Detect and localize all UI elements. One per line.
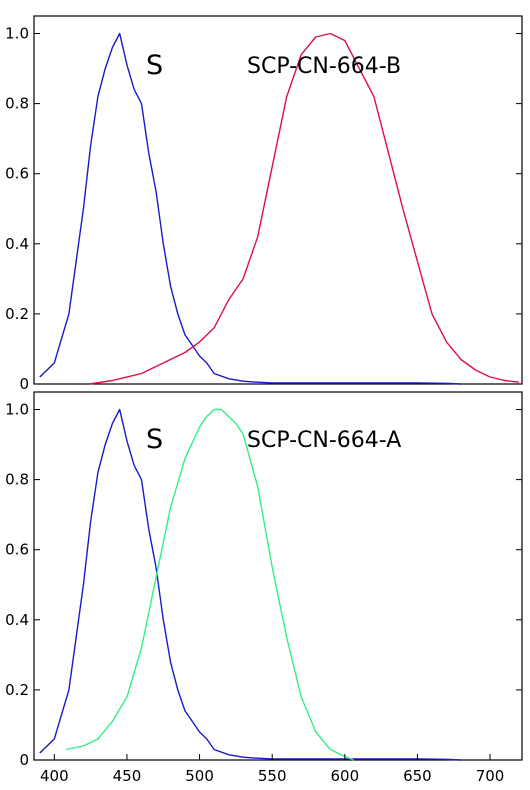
series-layer (39, 32, 520, 385)
y-tick-label: 0 (19, 375, 29, 393)
y-tick-label: 1.0 (5, 25, 29, 43)
plot-frame (33, 15, 523, 385)
tick-layer: 0 0.2 0.4 0.6 0.8 1.0 (5, 25, 522, 393)
y-tick-label: 0.4 (5, 235, 29, 253)
annotation-s: S (146, 424, 163, 455)
y-tick-label: 0.8 (5, 95, 29, 113)
x-tick-label: 650 (403, 767, 432, 785)
y-tick-label: 0.2 (5, 681, 29, 699)
series-line-1 (89, 32, 520, 385)
x-tick-label: 500 (185, 767, 214, 785)
y-tick-label: 0.6 (5, 165, 29, 183)
tick-layer: 0 0.2 0.4 0.6 0.8 1.0 400 450 500 550 600 650 700 (5, 401, 522, 785)
y-tick-label: 1.0 (5, 401, 29, 419)
annotation-sample: SCP-CN-664-A (247, 428, 401, 453)
y-tick-label: 0.2 (5, 305, 29, 323)
x-tick-label: 450 (113, 767, 142, 785)
y-tick-label: 0.8 (5, 471, 29, 489)
annotation-sample: SCP-CN-664-B (247, 54, 401, 79)
series-line-0 (39, 32, 462, 385)
x-tick-label: 400 (40, 767, 69, 785)
annotation-s: S (146, 50, 163, 81)
x-tick-label: 600 (330, 767, 359, 785)
y-tick-label: 0.4 (5, 611, 29, 629)
series-line-1 (65, 408, 354, 761)
x-tick-label: 700 (476, 767, 505, 785)
plot-frame (33, 391, 523, 761)
y-tick-label: 0.6 (5, 541, 29, 559)
series-layer (39, 408, 462, 761)
series-line-0 (39, 408, 462, 761)
y-tick-label: 0 (19, 751, 29, 769)
x-tick-label: 550 (258, 767, 287, 785)
chart-panel-top: 0 0.2 0.4 0.6 0.8 1.0 S SCP-CN-664-B (5, 15, 523, 393)
